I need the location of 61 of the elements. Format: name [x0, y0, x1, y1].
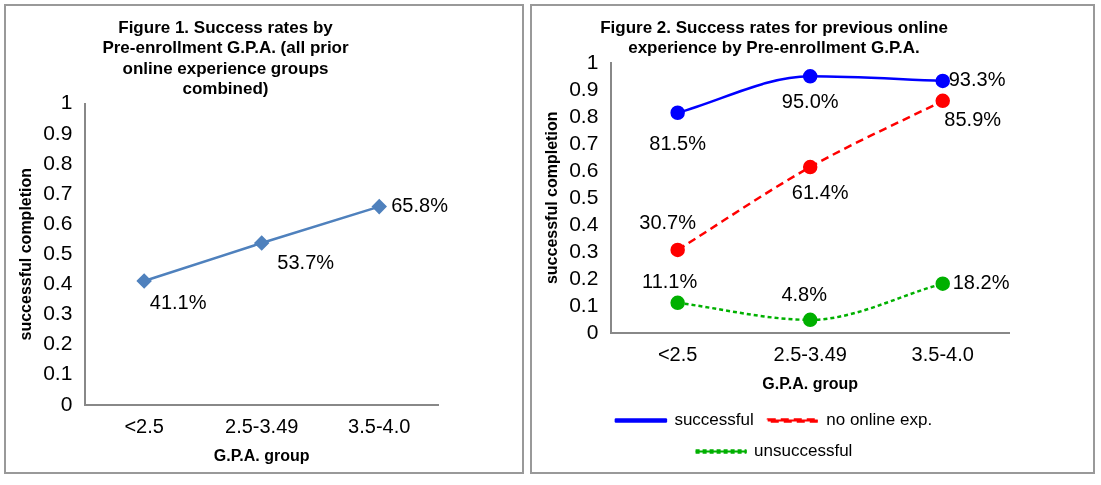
y-axis-title: successful completion — [17, 167, 35, 341]
chart-title: Figure 1. Success rates by Pre-enrollment G.P.A. (all prior online experience groups combined) — [102, 17, 349, 99]
point — [802, 159, 818, 175]
y-axis-title: successful completion — [543, 111, 561, 285]
data-label: 18.2% — [952, 271, 1010, 294]
point — [670, 295, 685, 311]
data-label: 65.8% — [391, 194, 449, 217]
y-tick-label: 1 — [60, 90, 73, 114]
data-label: 4.8% — [781, 283, 828, 306]
data-label: 53.7% — [277, 250, 335, 273]
point — [802, 69, 818, 84]
y-tick-label: 0.8 — [569, 103, 599, 127]
x-tick-label: <2.5 — [124, 415, 164, 438]
legend-label: successful — [674, 410, 754, 430]
y-tick-label: 0.8 — [43, 150, 73, 174]
y-tick-label: 0.7 — [569, 130, 599, 154]
x-axis-title: G.P.A. group — [213, 446, 310, 464]
y-tick-label: 1 — [586, 49, 599, 73]
data-label: 81.5% — [649, 132, 707, 155]
point — [935, 93, 950, 109]
x-tick-label: 2.5-3.49 — [225, 415, 299, 438]
point — [670, 105, 685, 120]
y-tick-label: 0 — [60, 391, 73, 415]
data-label: 85.9% — [944, 108, 1002, 131]
y-tick-label: 0.4 — [43, 271, 73, 295]
data-label: 93.3% — [948, 68, 1006, 91]
data-label: 95.0% — [781, 89, 839, 112]
x-tick-label: 3.5-4.0 — [348, 415, 411, 438]
point — [136, 273, 152, 289]
data-label: 41.1% — [149, 290, 207, 313]
y-tick-label: 0.9 — [569, 76, 599, 100]
point — [371, 199, 387, 214]
y-tick-label: 0.1 — [569, 292, 599, 316]
x-tick-label: <2.5 — [657, 343, 698, 366]
y-tick-label: 0.7 — [43, 180, 73, 204]
data-label: 61.4% — [791, 180, 849, 203]
point — [935, 73, 950, 89]
y-tick-label: 0.2 — [43, 331, 73, 355]
y-tick-label: 0.5 — [569, 184, 599, 208]
point — [670, 242, 685, 258]
y-tick-label: 0.1 — [43, 361, 73, 385]
x-tick-label: 3.5-4.0 — [911, 343, 974, 366]
y-tick-label: 0.6 — [43, 210, 73, 234]
y-tick-label: 0.5 — [43, 241, 73, 264]
point — [802, 312, 818, 328]
y-tick-label: 0.4 — [569, 211, 599, 235]
data-label: 30.7% — [639, 211, 697, 234]
legend-label: unsuccessful — [754, 441, 853, 461]
chart-title: Figure 2. Success rates for previous online experience by Pre-enrollment G.P.A. — [600, 17, 948, 58]
y-tick-label: 0.3 — [569, 238, 599, 262]
y-tick-label: 0.9 — [43, 120, 73, 144]
data-label: 11.1% — [642, 270, 698, 293]
y-tick-label: 0.6 — [569, 157, 599, 181]
y-tick-label: 0.3 — [43, 301, 73, 325]
y-tick-label: 0 — [586, 319, 599, 343]
x-axis-title: G.P.A. group — [762, 374, 859, 392]
x-tick-label: 2.5-3.49 — [773, 343, 847, 366]
y-tick-label: 0.2 — [569, 265, 599, 289]
point — [254, 235, 269, 251]
legend-label: no online exp. — [826, 410, 933, 430]
point — [935, 276, 950, 291]
